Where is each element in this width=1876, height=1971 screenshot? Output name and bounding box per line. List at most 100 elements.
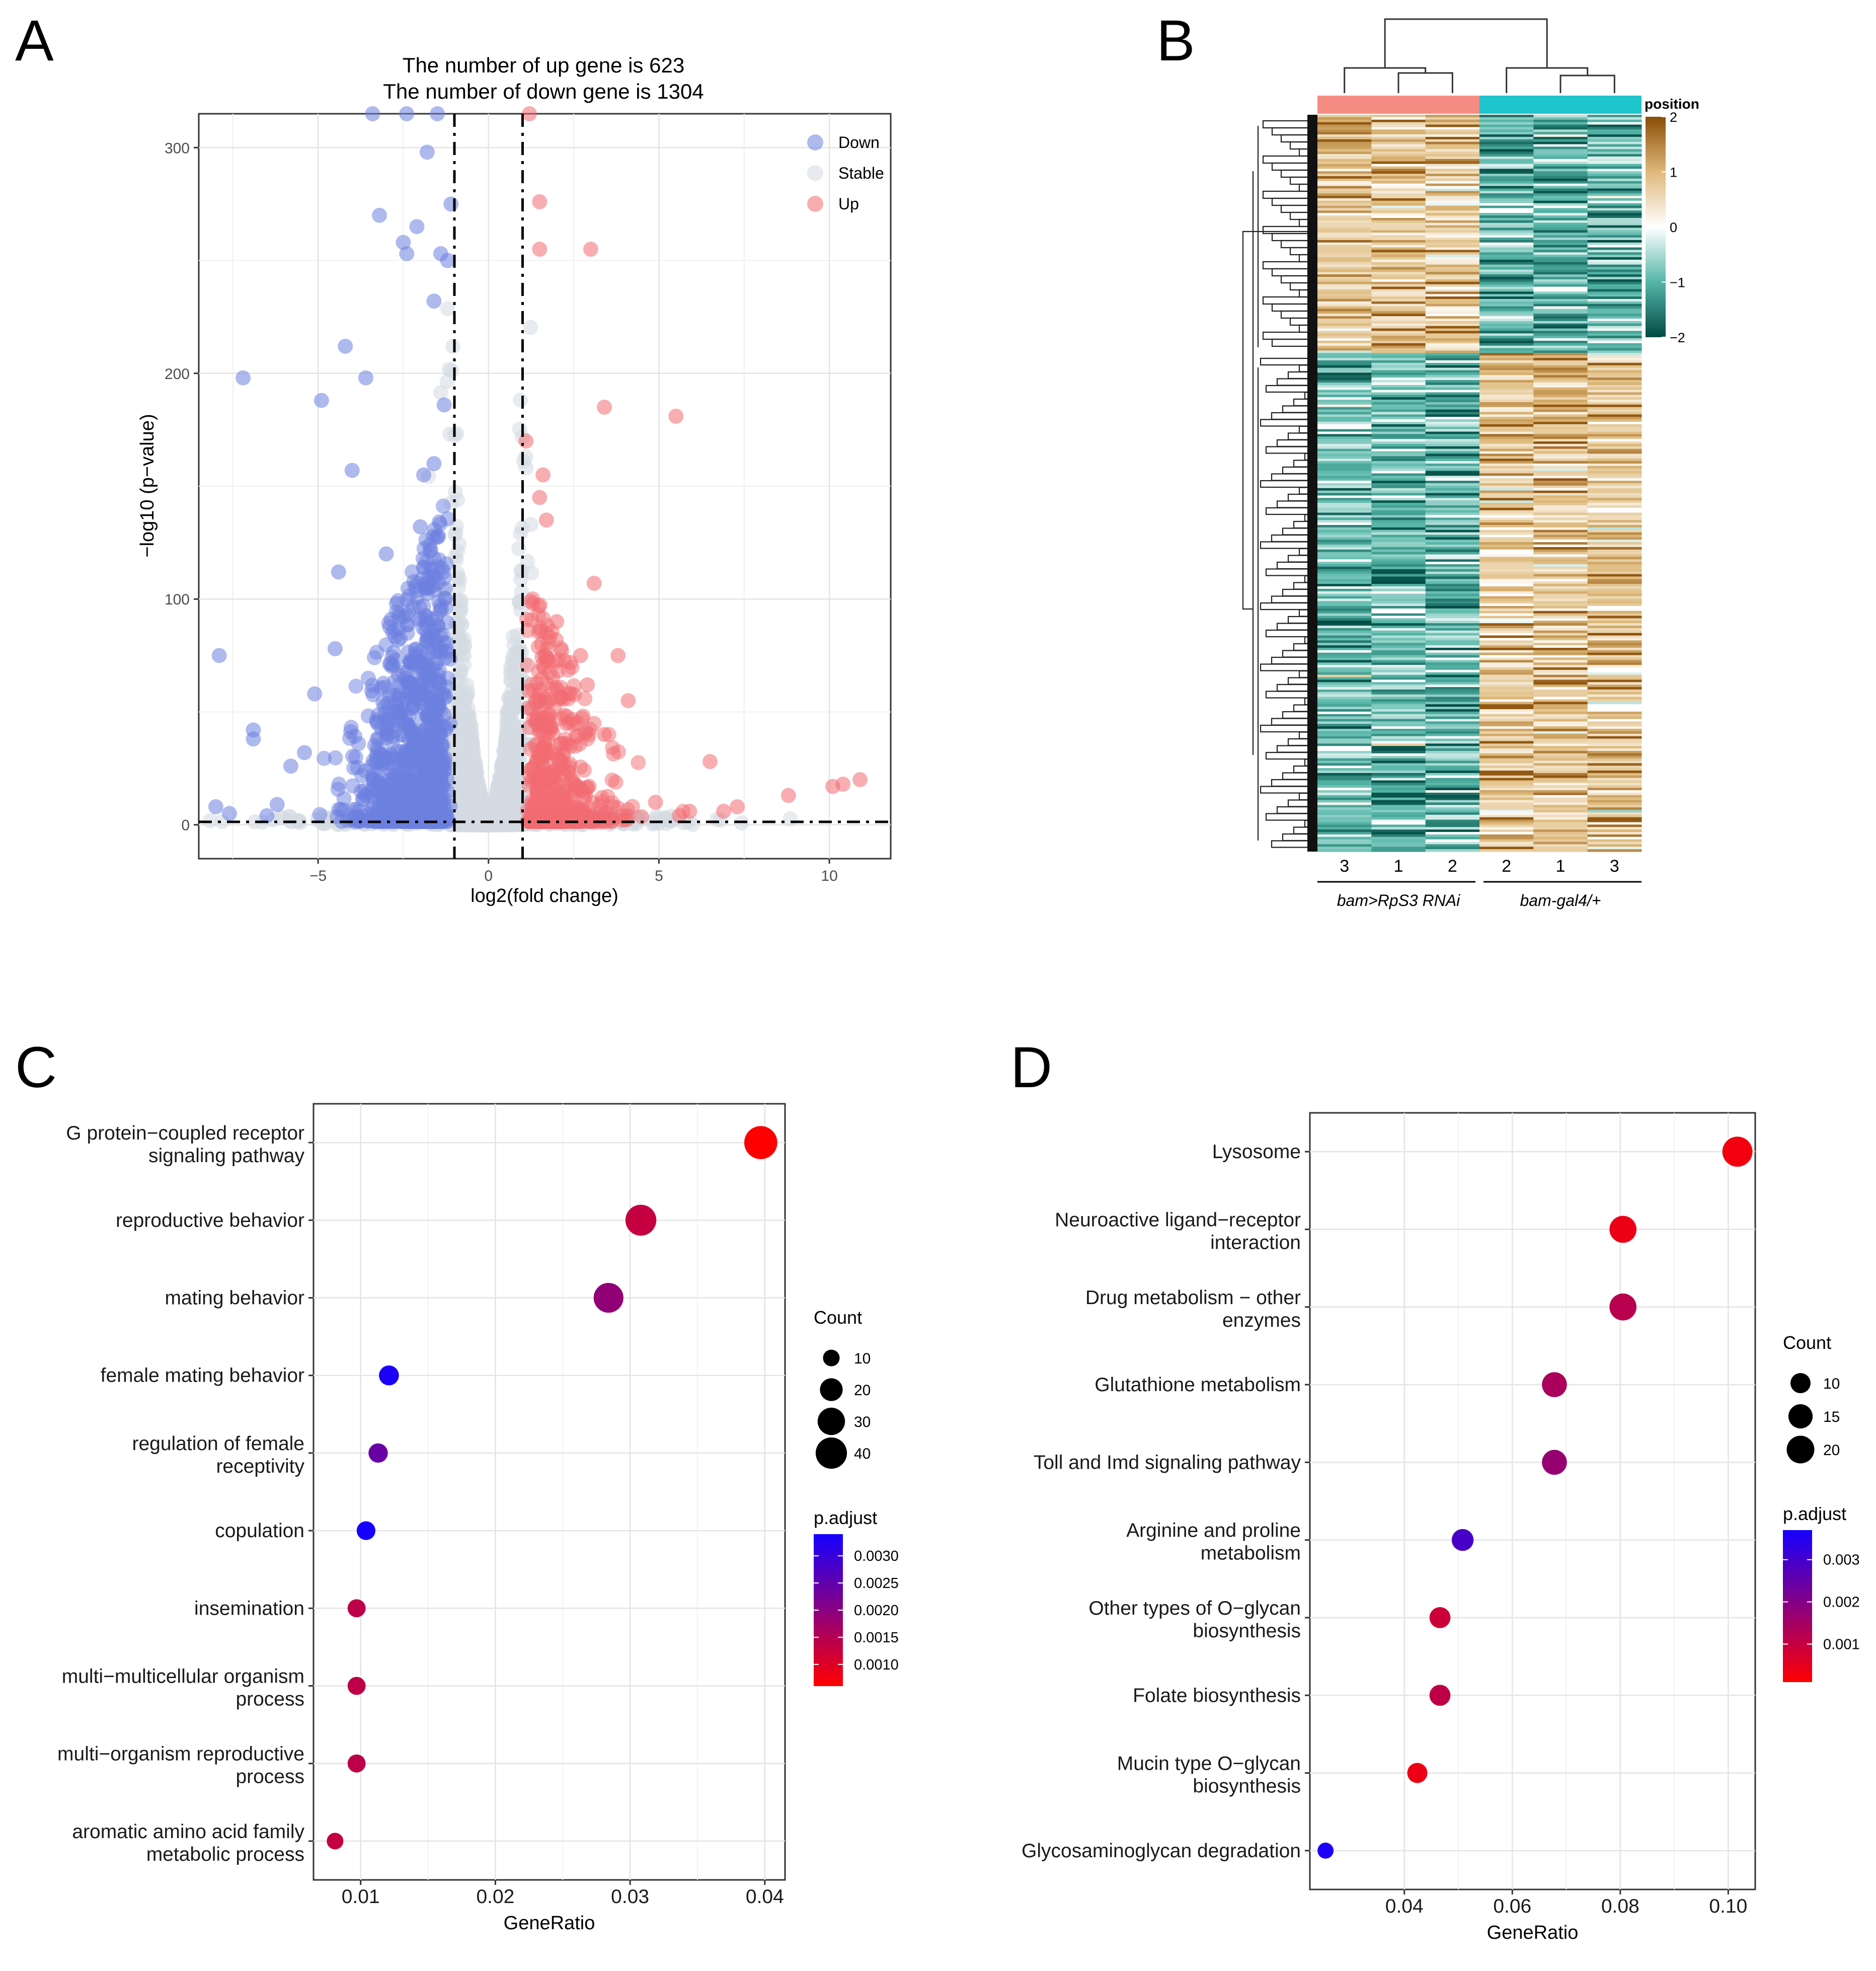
heatmap-cell [1317, 451, 1372, 454]
heatmap-cell [1371, 245, 1426, 248]
heatmap-cell [1479, 174, 1534, 177]
heatmap-cell [1371, 390, 1426, 393]
heatmap-cell [1317, 213, 1372, 216]
heatmap-cell [1533, 309, 1588, 312]
up-gene-point [535, 811, 551, 826]
heatmap-cell [1317, 144, 1372, 147]
down-gene-point [426, 456, 442, 472]
heatmap-cell [1371, 255, 1426, 258]
heatmap-cell [1371, 161, 1426, 165]
heatmap-cell [1371, 301, 1426, 305]
heatmap-cell [1587, 193, 1642, 196]
heatmap-cell [1587, 328, 1642, 332]
heatmap-cell [1479, 336, 1534, 339]
up-gene-point [559, 709, 575, 724]
heatmap-cell [1425, 426, 1480, 430]
stable-gene-point [493, 787, 508, 803]
heatmap-cell [1479, 215, 1534, 218]
heatmap-cell [1587, 365, 1642, 368]
heatmap-cell [1533, 431, 1588, 434]
heatmap-cell [1587, 129, 1642, 132]
down-gene-point [269, 797, 285, 812]
down-gene-point [314, 393, 329, 408]
heatmap-cell [1479, 311, 1534, 314]
heatmap-cell [1479, 338, 1534, 341]
heatmap-cell [1317, 365, 1372, 368]
heatmap-cell [1533, 134, 1588, 137]
heatmap-cell [1371, 156, 1426, 160]
heatmap-cell [1371, 459, 1426, 462]
up-gene-point [620, 693, 636, 709]
heatmap-cell [1425, 353, 1480, 356]
heatmap-cell [1479, 326, 1534, 329]
heatmap-cell [1371, 169, 1426, 172]
heatmap-cell [1317, 419, 1372, 422]
heatmap-cell [1533, 250, 1588, 253]
heatmap-cell [1479, 124, 1534, 127]
panel-letter-a: A [15, 9, 54, 73]
heatmap-cell [1371, 348, 1426, 351]
up-gene-point [605, 799, 621, 814]
up-gene-point [716, 803, 732, 819]
heatmap-cell [1587, 400, 1642, 403]
heatmap-cell [1317, 119, 1372, 123]
heatmap-cell [1425, 355, 1480, 358]
heatmap-cell [1425, 222, 1480, 226]
heatmap-cell [1317, 235, 1372, 238]
heatmap-cell [1371, 228, 1426, 231]
heatmap-cell [1371, 235, 1426, 238]
heatmap-cell [1425, 392, 1480, 395]
heatmap-cell [1317, 377, 1372, 381]
heatmap-cell [1479, 272, 1534, 275]
heatmap-cell [1587, 350, 1642, 353]
up-gene-point [553, 640, 569, 656]
heatmap-cell [1425, 132, 1480, 135]
heatmap-cell [1533, 426, 1588, 430]
heatmap-cell [1533, 252, 1588, 255]
heatmap-cell [1587, 459, 1642, 462]
heatmap-cell [1317, 387, 1372, 391]
heatmap-cell [1425, 402, 1480, 405]
heatmap-cell [1425, 281, 1480, 285]
heatmap-cell [1317, 284, 1372, 287]
heatmap-cell [1479, 294, 1534, 297]
heatmap-cell [1425, 291, 1480, 294]
heatmap-cell [1317, 240, 1372, 243]
down-gene-point [400, 617, 416, 633]
heatmap-cell [1317, 338, 1372, 341]
heatmap-cell [1533, 434, 1588, 437]
heatmap-cell [1425, 321, 1480, 324]
heatmap-cell [1587, 228, 1642, 231]
heatmap-cell [1317, 426, 1372, 430]
heatmap-cell [1479, 377, 1534, 381]
heatmap-cell [1533, 392, 1588, 395]
heatmap-cell [1587, 136, 1642, 140]
heatmap-cell [1533, 269, 1588, 272]
y-tick-label: 300 [165, 140, 190, 157]
heatmap-cell [1317, 247, 1372, 250]
down-gene-point [419, 144, 435, 160]
down-gene-point [208, 799, 223, 814]
heatmap-cell [1587, 377, 1642, 381]
heatmap-cell [1371, 210, 1426, 213]
heatmap-cell [1587, 375, 1642, 378]
heatmap-cell [1425, 395, 1480, 398]
heatmap-cell [1587, 309, 1642, 312]
heatmap-cell [1479, 422, 1534, 425]
up-gene-point [554, 735, 569, 751]
heatmap-cell [1317, 188, 1372, 191]
heatmap-cell [1533, 235, 1588, 238]
heatmap-cell [1425, 233, 1480, 236]
heatmap-cell [1587, 314, 1642, 317]
down-gene-point [430, 529, 446, 545]
heatmap-cell [1533, 296, 1588, 299]
up-gene-point [545, 790, 561, 805]
heatmap-cell [1317, 299, 1372, 302]
heatmap-cell [1317, 370, 1372, 373]
heatmap-cell [1587, 238, 1642, 241]
heatmap-cell [1371, 431, 1426, 434]
heatmap-cell [1479, 149, 1534, 152]
heatmap-cell [1317, 242, 1372, 246]
